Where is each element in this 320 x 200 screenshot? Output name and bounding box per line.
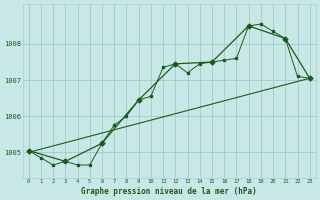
X-axis label: Graphe pression niveau de la mer (hPa): Graphe pression niveau de la mer (hPa): [81, 187, 257, 196]
